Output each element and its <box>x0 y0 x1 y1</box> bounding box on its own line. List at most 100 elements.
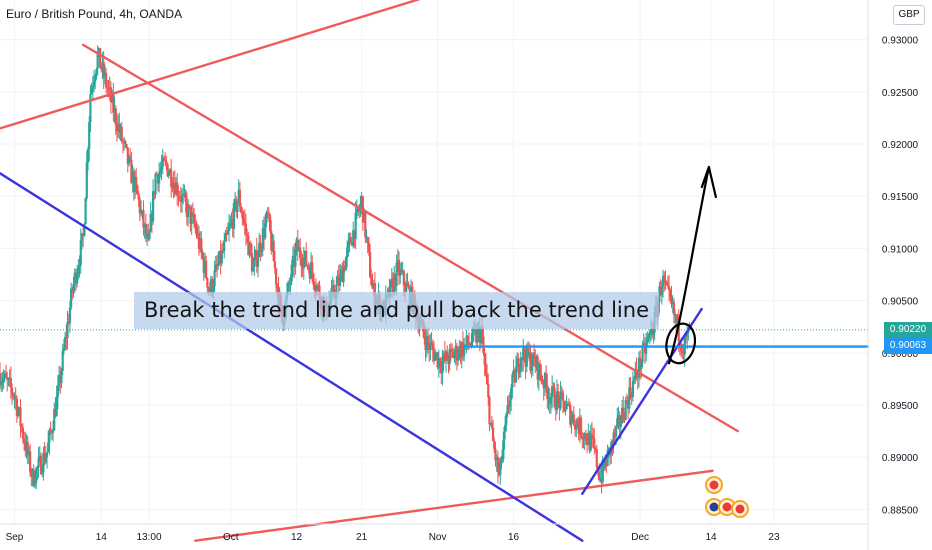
candle-body <box>452 351 455 359</box>
candle <box>223 232 226 259</box>
candle-body <box>250 253 254 272</box>
candle-body <box>549 397 553 404</box>
candle-body <box>220 250 223 264</box>
candle <box>295 237 298 256</box>
candle-body <box>360 196 363 204</box>
candle-body <box>195 226 198 236</box>
candle <box>590 421 594 449</box>
candle <box>448 344 451 372</box>
candle <box>616 407 619 429</box>
candle-body <box>471 328 474 343</box>
candle <box>76 264 79 288</box>
candle <box>505 411 508 432</box>
candle <box>182 183 185 205</box>
candle <box>624 396 627 421</box>
candle <box>501 440 504 464</box>
candle <box>115 113 119 142</box>
candle-body <box>507 404 510 408</box>
candle <box>132 167 135 201</box>
candle-body <box>1 381 4 383</box>
time-axis[interactable]: Sep 14 13:00 Oct 12 21 Nov 16 Dec 14 23 <box>6 532 780 543</box>
candle-body <box>43 452 46 463</box>
candle <box>88 116 91 162</box>
candle-body <box>613 432 616 437</box>
candle-body <box>45 452 49 458</box>
candle <box>355 199 358 220</box>
candle <box>80 232 84 250</box>
candle <box>14 387 17 410</box>
candle <box>499 456 502 485</box>
candle <box>294 242 297 275</box>
candle-body <box>393 274 396 293</box>
candle-body <box>74 272 78 284</box>
candle-body <box>70 288 73 308</box>
candle-body <box>630 395 633 398</box>
candle-body <box>91 85 94 89</box>
currency-button[interactable]: GBP <box>893 5 925 25</box>
candle <box>44 445 47 464</box>
candle-body <box>226 230 229 235</box>
candle <box>230 212 233 229</box>
candle-body <box>605 460 608 467</box>
price-axis[interactable]: 0.88500 0.89000 0.89500 0.90000 0.90500 0.910… <box>882 36 919 517</box>
candle-body <box>607 447 610 451</box>
candle <box>612 428 615 454</box>
candle <box>125 144 128 150</box>
candle <box>667 275 671 302</box>
candle <box>274 267 278 293</box>
candle-body <box>366 236 369 243</box>
candle <box>370 268 373 287</box>
candle <box>142 200 145 236</box>
candle-body <box>101 61 104 70</box>
candle-body <box>143 224 146 228</box>
candle <box>59 366 62 395</box>
candle <box>186 198 190 227</box>
candle <box>406 272 409 287</box>
economic-events[interactable] <box>705 476 749 518</box>
candle <box>67 313 70 325</box>
candle-body <box>138 199 141 214</box>
candle-body <box>391 278 395 293</box>
candle <box>133 170 137 200</box>
candle <box>68 300 72 333</box>
time-tick-label: 23 <box>768 532 780 543</box>
candle-body <box>124 141 127 145</box>
candle-body <box>424 338 427 351</box>
candle-body <box>156 174 160 184</box>
candle <box>94 73 97 90</box>
candle-body <box>514 366 518 383</box>
candle-body <box>135 177 138 186</box>
candle <box>587 423 590 446</box>
candle-body <box>535 356 538 367</box>
candle-body <box>249 243 252 254</box>
candle-body <box>197 233 201 249</box>
candle <box>127 154 131 167</box>
candle-body <box>331 285 334 289</box>
candle <box>588 430 591 454</box>
candle-body <box>648 331 651 336</box>
candle-body <box>522 347 525 360</box>
candle <box>95 67 98 80</box>
candle <box>665 280 668 286</box>
candle-body <box>505 413 508 425</box>
candle-body <box>496 456 499 473</box>
highlight-circle <box>665 322 697 365</box>
candle-body <box>406 282 409 287</box>
candle-body <box>236 202 239 212</box>
candle-body <box>504 424 507 432</box>
candle-body <box>258 242 261 258</box>
candle-body <box>201 251 204 258</box>
candle-body <box>460 342 463 358</box>
candle <box>45 452 49 469</box>
candle-body <box>182 194 185 196</box>
candle-body <box>268 214 272 231</box>
chart-title: Euro / British Pound, 4h, OANDA <box>6 7 183 21</box>
candle <box>296 229 299 261</box>
candle-body <box>47 442 50 453</box>
candle <box>143 222 146 239</box>
candle-body <box>390 278 393 280</box>
candle <box>457 349 460 366</box>
candle-body <box>387 288 390 293</box>
candle-body <box>494 448 497 461</box>
